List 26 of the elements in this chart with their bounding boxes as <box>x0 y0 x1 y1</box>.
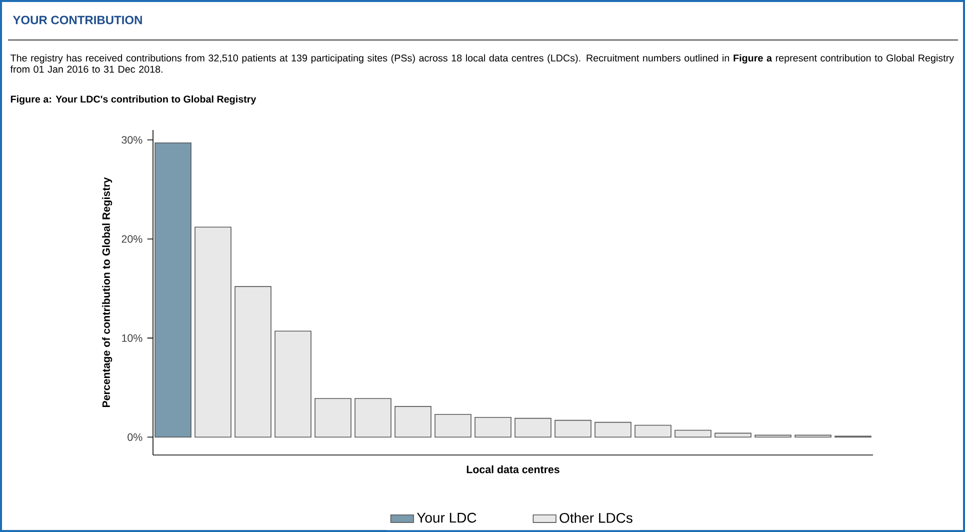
bar <box>554 420 592 438</box>
y-tick-label: 30% <box>122 136 142 144</box>
bar <box>234 286 272 438</box>
bar <box>434 414 472 438</box>
y-tick-label: 20% <box>122 235 142 243</box>
text: Figure a: Your LDC's contribution to Global Registry <box>10 95 256 105</box>
legend-label: Other LDCs <box>560 512 632 523</box>
legend-label: Your LDC <box>416 512 476 523</box>
bar <box>314 398 352 438</box>
bar <box>274 330 312 438</box>
y-tick-label: 10% <box>122 334 142 342</box>
text: The registry has received contributions from 32,510 patients at 139 participating sites (PSs) across 18 local data centres (LDCs). Recruitment numbers outlined in Figure a represent contribution to Global Registry from 01 Jan 2016 to 31 Dec 2018. <box>10 54 954 73</box>
bar <box>634 424 672 438</box>
bar <box>514 418 552 438</box>
bar <box>714 432 752 438</box>
bar <box>594 422 632 438</box>
bar <box>154 142 192 438</box>
bar <box>194 226 232 438</box>
bar <box>394 406 432 438</box>
y-tick-label: 0% <box>128 433 142 441</box>
bar <box>474 416 512 438</box>
y-axis-title: Percentage of contribution to Global Registry <box>102 177 112 408</box>
bar <box>674 430 712 438</box>
bar <box>354 398 392 438</box>
chart-title: YOUR CONTRIBUTION <box>12 16 142 24</box>
x-axis-title: Local data centres <box>466 465 560 474</box>
